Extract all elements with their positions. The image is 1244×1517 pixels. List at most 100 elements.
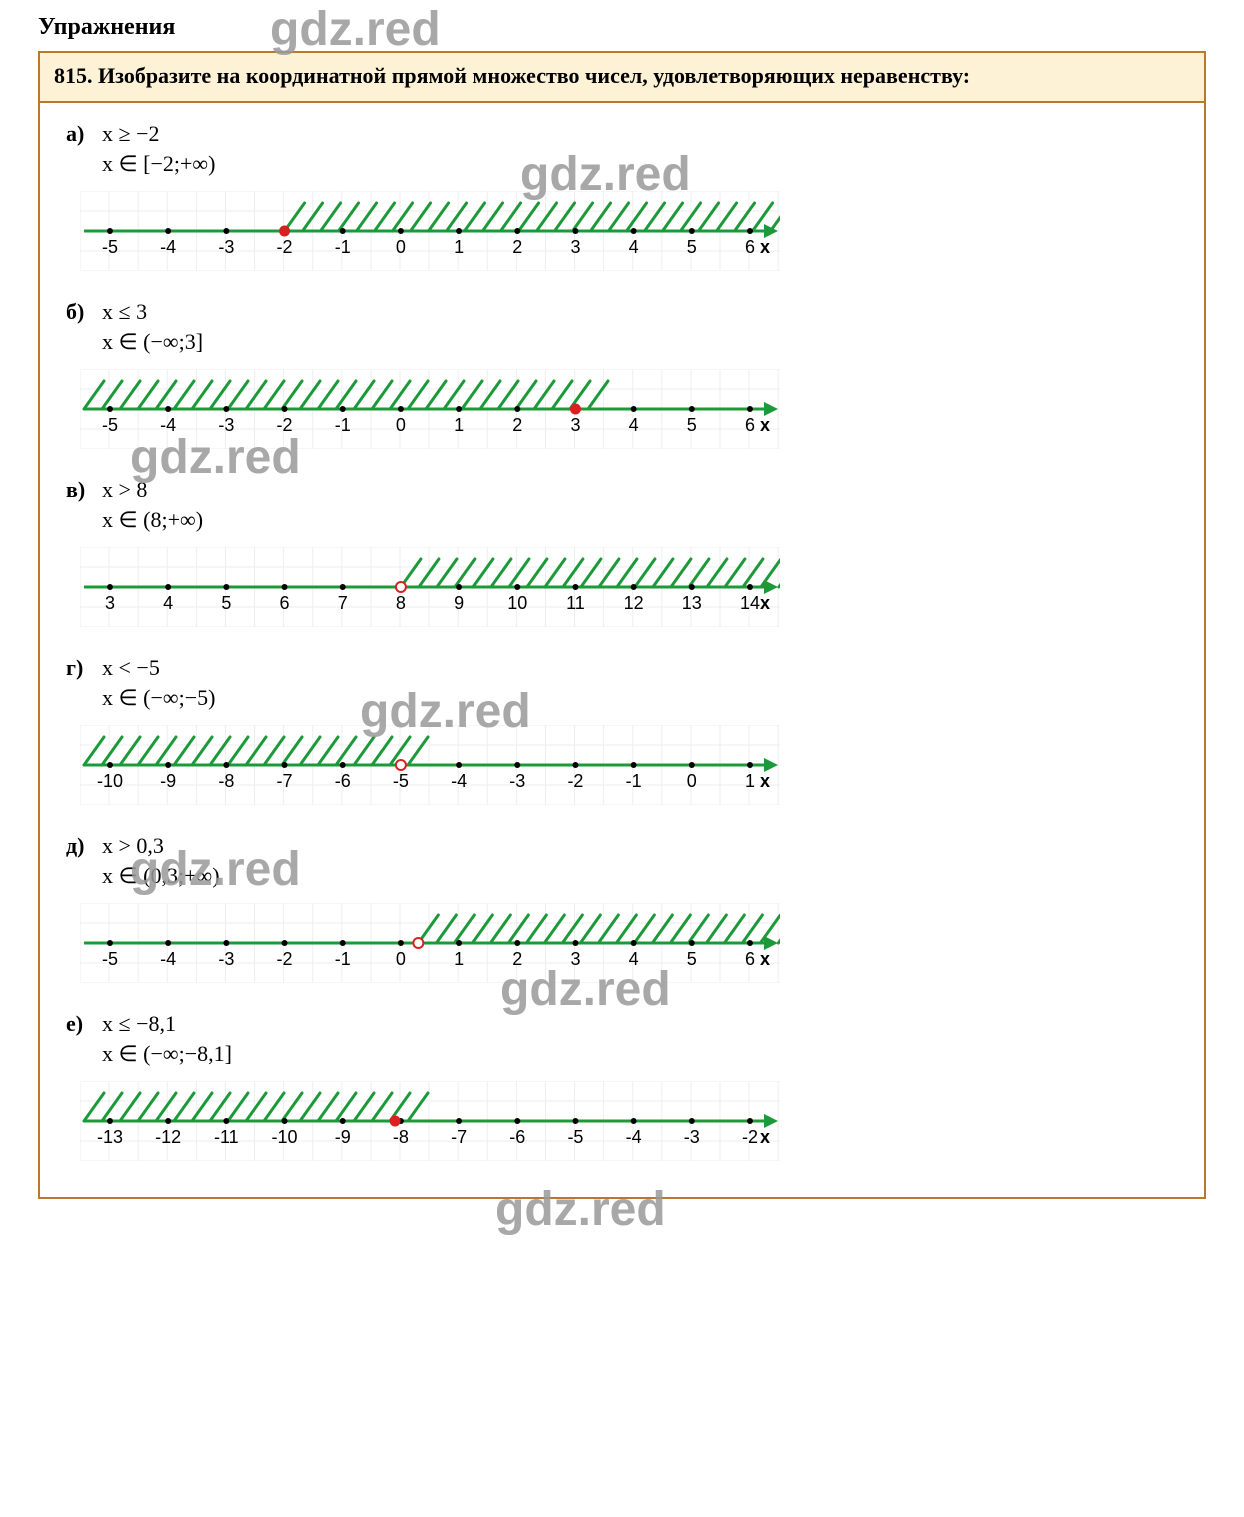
svg-text:9: 9 — [454, 593, 464, 613]
svg-text:5: 5 — [687, 415, 697, 435]
svg-text:-9: -9 — [160, 771, 176, 791]
problem-box: 815. Изобразите на координатной прямой м… — [38, 51, 1206, 1199]
svg-text:7: 7 — [338, 593, 348, 613]
inequality-text: x ≤ −8,1 — [102, 1011, 176, 1037]
interval-text: x ∈ (8;+∞) — [102, 507, 203, 533]
number-line: -10-9-8-7-6-5-4-3-2-101x — [80, 725, 780, 805]
svg-text:-1: -1 — [335, 949, 351, 969]
svg-text:3: 3 — [570, 415, 580, 435]
inequality-text: x < −5 — [102, 655, 160, 681]
svg-text:-1: -1 — [335, 415, 351, 435]
svg-text:-5: -5 — [102, 949, 118, 969]
interval-text: x ∈ (−∞;3] — [102, 329, 203, 355]
section-title: Упражнения — [38, 14, 1206, 41]
problem-header: 815. Изобразите на координатной прямой м… — [40, 53, 1204, 103]
svg-text:14: 14 — [740, 593, 760, 613]
part-letter: г) — [66, 655, 102, 681]
interval-text: x ∈ (−∞;−5) — [102, 685, 215, 711]
svg-text:0: 0 — [396, 237, 406, 257]
svg-text:-3: -3 — [218, 415, 234, 435]
problem-part: е)x ≤ −8,1x ∈ (−∞;−8,1]-13-12-11-10-9-8-… — [66, 1011, 1178, 1161]
svg-text:1: 1 — [745, 771, 755, 791]
svg-text:1: 1 — [454, 237, 464, 257]
svg-text:2: 2 — [512, 949, 522, 969]
svg-text:-11: -11 — [214, 1127, 239, 1147]
svg-text:-4: -4 — [160, 949, 176, 969]
svg-text:x: x — [760, 593, 770, 613]
svg-text:3: 3 — [570, 949, 580, 969]
inequality-text: x ≤ 3 — [102, 299, 147, 325]
svg-text:x: x — [760, 771, 770, 791]
svg-text:x: x — [760, 415, 770, 435]
problem-part: б)x ≤ 3 x ∈ (−∞;3] -5 -4 -3 -2 -1 0 1 2 3 4 5 6x — [66, 299, 1178, 449]
inequality-text: x ≥ −2 — [102, 121, 159, 147]
svg-text:-2: -2 — [742, 1127, 758, 1147]
part-letter: а) — [66, 121, 102, 147]
svg-text:6: 6 — [745, 415, 755, 435]
problem-body: а)x ≥ −2x ∈ [−2;+∞)-5-4-3-2-10123456xб)x… — [40, 103, 1204, 1197]
svg-text:-7: -7 — [277, 771, 293, 791]
svg-text:4: 4 — [629, 415, 639, 435]
svg-text:2: 2 — [512, 237, 522, 257]
number-line: -5-4-3-2-10123456x — [80, 191, 780, 271]
svg-text:1: 1 — [454, 949, 464, 969]
svg-text:-1: -1 — [335, 237, 351, 257]
number-line: -13-12-11-10-9-8-7-6-5-4-3-2x — [80, 1081, 780, 1161]
svg-text:6: 6 — [745, 237, 755, 257]
inequality-text: x > 0,3 — [102, 833, 164, 859]
svg-text:4: 4 — [629, 237, 639, 257]
svg-text:-12: -12 — [155, 1127, 181, 1147]
number-line: -5-4-3-2-10123456x — [80, 903, 780, 983]
svg-text:-2: -2 — [277, 415, 293, 435]
svg-text:6: 6 — [745, 949, 755, 969]
svg-text:-7: -7 — [451, 1127, 467, 1147]
number-line-wrap: -13-12-11-10-9-8-7-6-5-4-3-2x — [80, 1081, 1178, 1161]
interval-text: x ∈ (−∞;−8,1] — [102, 1041, 232, 1067]
svg-text:1: 1 — [454, 415, 464, 435]
svg-text:5: 5 — [687, 237, 697, 257]
svg-text:-2: -2 — [277, 237, 293, 257]
svg-text:x: x — [760, 949, 770, 969]
number-line-wrap: -5-4-3-2-10123456x — [80, 191, 1178, 271]
svg-text:-8: -8 — [218, 771, 234, 791]
number-line-wrap: -5-4-3-2-10123456x — [80, 903, 1178, 983]
svg-text:-3: -3 — [509, 771, 525, 791]
svg-text:-4: -4 — [451, 771, 467, 791]
svg-text:0: 0 — [687, 771, 697, 791]
svg-text:4: 4 — [163, 593, 173, 613]
svg-text:0: 0 — [396, 415, 406, 435]
svg-text:6: 6 — [280, 593, 290, 613]
svg-text:11: 11 — [566, 593, 585, 613]
svg-text:-2: -2 — [277, 949, 293, 969]
svg-text:-10: -10 — [97, 771, 123, 791]
svg-text:-6: -6 — [509, 1127, 525, 1147]
svg-text:12: 12 — [624, 593, 644, 613]
number-line-wrap: -5 -4 -3 -2 -1 0 1 2 3 4 5 6x — [80, 369, 1178, 449]
svg-text:x: x — [760, 237, 770, 257]
svg-text:-4: -4 — [160, 415, 176, 435]
svg-text:5: 5 — [687, 949, 697, 969]
part-letter: б) — [66, 299, 102, 325]
svg-text:13: 13 — [682, 593, 702, 613]
svg-text:0: 0 — [396, 949, 406, 969]
svg-text:3: 3 — [570, 237, 580, 257]
part-letter: в) — [66, 477, 102, 503]
svg-text:10: 10 — [507, 593, 527, 613]
inequality-text: x > 8 — [102, 477, 147, 503]
svg-text:3: 3 — [105, 593, 115, 613]
part-letter: д) — [66, 833, 102, 859]
svg-text:-10: -10 — [272, 1127, 298, 1147]
svg-text:-13: -13 — [97, 1127, 123, 1147]
problem-part: д)x > 0,3x ∈ (0,3;+∞)-5-4-3-2-10123456x — [66, 833, 1178, 983]
problem-part: в)x > 8x ∈ (8;+∞)34567891011121314x — [66, 477, 1178, 627]
number-line: -5 -4 -3 -2 -1 0 1 2 3 4 5 6x — [80, 369, 780, 449]
svg-text:2: 2 — [512, 415, 522, 435]
svg-text:5: 5 — [221, 593, 231, 613]
svg-text:-1: -1 — [626, 771, 642, 791]
part-letter: е) — [66, 1011, 102, 1037]
svg-text:-3: -3 — [684, 1127, 700, 1147]
number-line: 34567891011121314x — [80, 547, 780, 627]
svg-text:-2: -2 — [567, 771, 583, 791]
svg-text:-5: -5 — [102, 415, 118, 435]
interval-text: x ∈ (0,3;+∞) — [102, 863, 220, 889]
